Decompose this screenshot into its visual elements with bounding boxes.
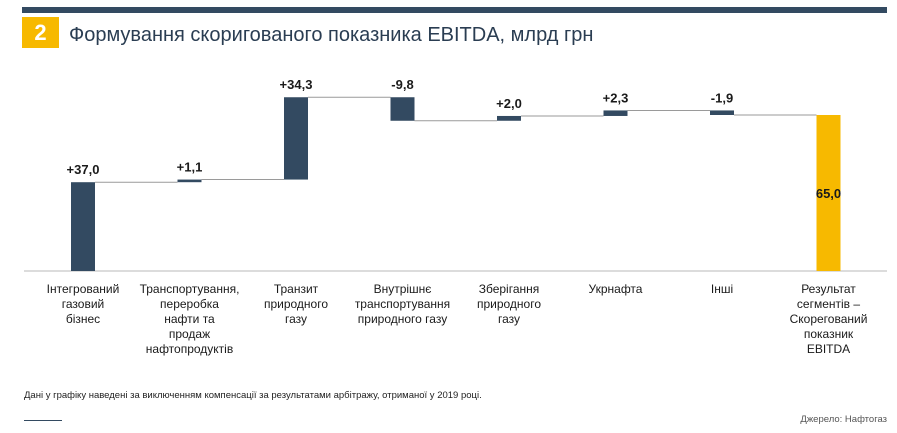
- category-label-3-line-1: Транзит: [274, 282, 319, 296]
- value-label-7: -1,9: [711, 90, 733, 105]
- category-label-8-line-5: EBITDA: [807, 342, 850, 356]
- category-label-8-line-1: Результат: [801, 282, 856, 296]
- waterfall-bar-2: [177, 179, 202, 183]
- waterfall-bar-4: [390, 97, 415, 121]
- category-label-8-line-3: Скорегований: [790, 312, 868, 326]
- footnote: Дані у графіку наведені за виключенням к…: [24, 390, 482, 401]
- chart-title: Формування скоригованого показника EBITD…: [69, 24, 594, 46]
- value-label-6: +2,3: [603, 90, 629, 105]
- category-label-4-line-1: Внутрішнє: [374, 282, 432, 296]
- waterfall-bar-1: [71, 182, 95, 271]
- top-rule: [22, 7, 887, 13]
- value-label-2: +1,1: [177, 160, 203, 175]
- value-label-4: -9,8: [391, 77, 413, 92]
- category-label-3-line-2: природного: [264, 297, 328, 311]
- category-label-5-line-2: природного: [477, 297, 541, 311]
- category-label-4-line-2: транспортування: [355, 297, 450, 311]
- waterfall-bar-5: [497, 115, 521, 121]
- category-label-5-line-1: Зберігання: [479, 282, 540, 296]
- value-label-5: +2,0: [496, 96, 522, 111]
- category-label-6-line-1: Укрнафта: [589, 282, 643, 296]
- waterfall-bar-7: [710, 110, 734, 115]
- value-label-3: +34,3: [280, 77, 313, 92]
- category-label-4-line-3: природного газу: [358, 312, 447, 326]
- category-label-7-line-1: Інші: [711, 282, 733, 296]
- waterfall-bar-6: [603, 110, 628, 116]
- category-label-3-line-3: газу: [285, 312, 307, 326]
- category-label-8-line-2: сегментів –: [797, 297, 860, 311]
- category-label-1-line-1: Інтегрований: [47, 282, 120, 296]
- footer-rule: [24, 420, 62, 421]
- category-label-2-line-2: переробка: [160, 297, 219, 311]
- category-label-2-line-4: продаж: [169, 327, 210, 341]
- category-label-2-line-1: Транспортування,: [140, 282, 240, 296]
- waterfall-bar-8: [816, 115, 841, 271]
- category-label-8-line-4: показник: [804, 327, 854, 341]
- value-label-1: +37,0: [67, 162, 100, 177]
- category-label-5-line-3: газу: [498, 312, 520, 326]
- category-label-2-line-3: нафти та: [164, 312, 215, 326]
- category-label-1-line-2: газовий: [62, 297, 104, 311]
- waterfall-bar-3: [284, 97, 308, 180]
- value-label-8: 65,0: [816, 186, 841, 201]
- category-label-2-line-5: нафтопродуктів: [146, 342, 233, 356]
- source-note: Джерело: Нафтогаз: [800, 414, 887, 425]
- category-label-1-line-3: бізнес: [66, 312, 100, 326]
- figure-number-badge: 2: [22, 17, 59, 48]
